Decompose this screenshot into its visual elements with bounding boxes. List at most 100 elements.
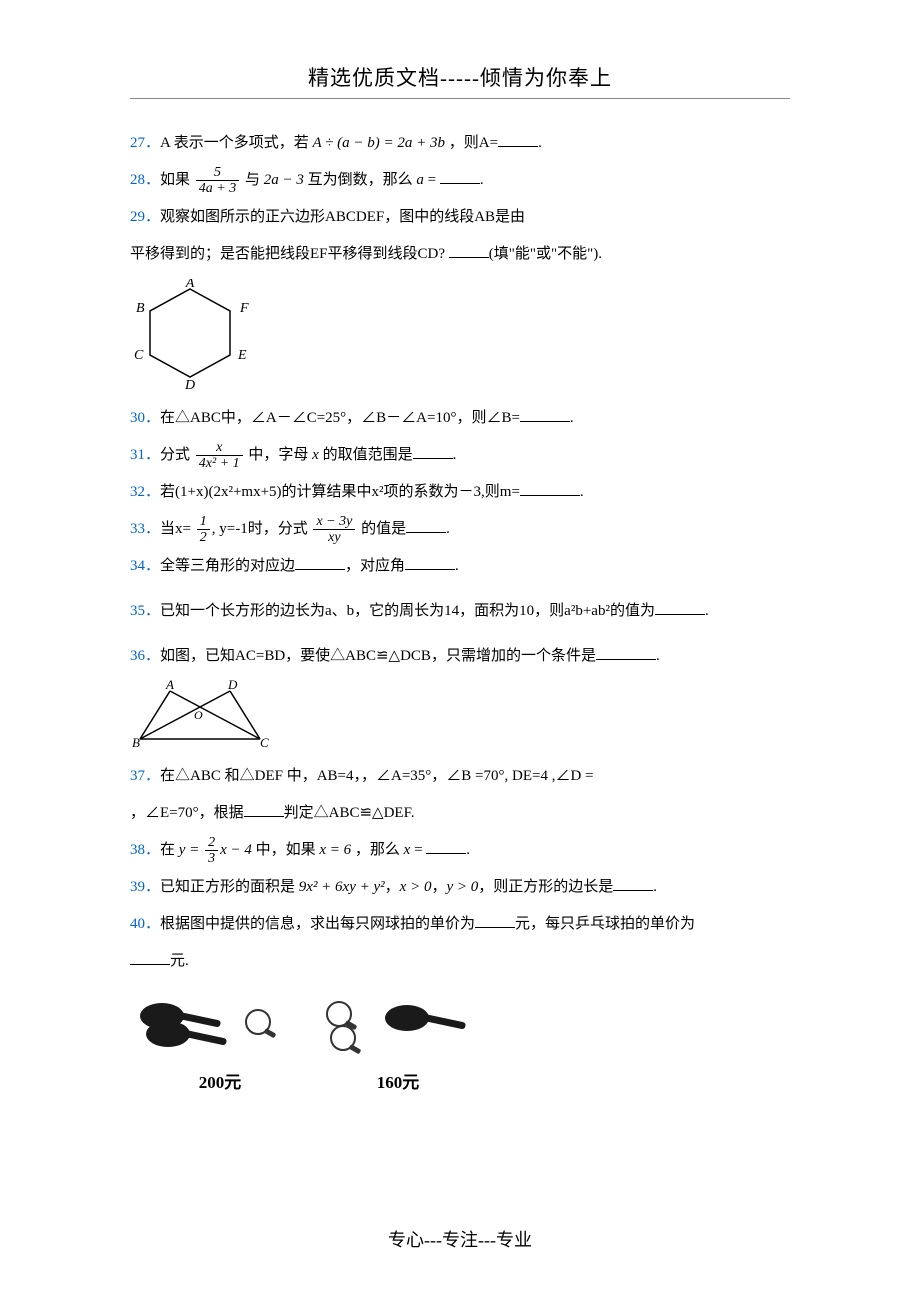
q31-fb: 4x² + 1 — [196, 456, 243, 471]
q34-b2 — [405, 556, 455, 570]
q40-b1 — [475, 914, 515, 928]
q28-post: . — [480, 172, 484, 188]
q38-cond: x = 6 — [319, 842, 351, 858]
q28-mid1: 与 — [241, 172, 264, 188]
page-header: 精选优质文档-----倾情为你奉上 — [130, 62, 790, 99]
problem-38: 38．在 y = 23x − 4 中，如果 x = 6 ，那么 x = . — [130, 834, 790, 867]
q34-mid: ，对应角 — [345, 558, 405, 574]
q38-post: . — [466, 842, 470, 858]
q29-blank — [449, 244, 489, 258]
q36-blank — [596, 646, 656, 660]
problem-31: 31．分式 x4x² + 1 中，字母 x 的取值范围是. — [130, 439, 790, 472]
q40-pre: 根据图中提供的信息，求出每只网球拍的单价为 — [160, 916, 475, 932]
q33-f2b: xy — [313, 530, 355, 545]
q-num-35: 35． — [130, 603, 160, 619]
q32-blank — [520, 482, 580, 496]
hex-B: B — [136, 301, 145, 316]
tri-O: O — [194, 708, 203, 722]
price-200: 200元 — [199, 1073, 242, 1092]
q38-yeq: y = — [179, 842, 203, 858]
q33-f2: x − 3yxy — [313, 514, 355, 546]
q38-m1: 中，如果 — [252, 842, 320, 858]
problem-32: 32．若(1+x)(2x²+mx+5)的计算结果中x²项的系数为－3,则m=. — [130, 476, 790, 509]
q30-post: . — [570, 410, 574, 426]
q28-frac-top: 5 — [196, 165, 239, 181]
q35-pre: 已知一个长方形的边长为a、b，它的周长为14，面积为10，则a²b+ab²的值为 — [160, 603, 655, 619]
q39-c2: y > 0 — [446, 879, 478, 895]
q37-l2a: ，∠E=70°，根据 — [130, 805, 244, 821]
q29-l2b: (填"能"或"不能"). — [489, 246, 602, 262]
q38-eq: = — [410, 842, 426, 858]
q36-pre: 如图，已知AC=BD，要使△ABC≌△DCB，只需增加的一个条件是 — [160, 648, 596, 664]
q30-blank — [520, 408, 570, 422]
tri-C: C — [260, 735, 269, 749]
figure-rackets: 200元 160元 — [130, 988, 790, 1103]
q39-post: . — [653, 879, 657, 895]
q-num-39: 39． — [130, 879, 160, 895]
q40-b2 — [130, 951, 170, 965]
figure-hexagon: A F E D C B — [130, 279, 790, 394]
q38-tail: x − 4 — [220, 842, 252, 858]
q32-post: . — [580, 484, 584, 500]
hexagon-svg: A F E D C B — [130, 279, 260, 389]
q40-mid: 元，每只乒乓球拍的单价为 — [515, 916, 695, 932]
hex-E: E — [237, 348, 247, 363]
q35-blank — [655, 601, 705, 615]
q38-pre: 在 — [160, 842, 179, 858]
q31-mid: 中，字母 — [245, 447, 313, 463]
q35-post: . — [705, 603, 709, 619]
hex-D: D — [184, 378, 195, 389]
q-num-37: 37． — [130, 768, 160, 784]
rackets-svg: 200元 160元 — [130, 988, 490, 1098]
q34-pre: 全等三角形的对应边 — [160, 558, 295, 574]
tri-svg: A D B C O — [130, 679, 280, 749]
q28-expr2: 2a − 3 — [264, 172, 304, 188]
problem-37: 37．在△ABC 和△DEF 中，AB=4，，∠A=35°，∠B =70°, D… — [130, 760, 790, 793]
q33-pre: 当x= — [160, 521, 195, 537]
q31-ft: x — [196, 440, 243, 456]
q39-m1: ， — [385, 879, 400, 895]
tri-D: D — [227, 679, 238, 692]
problem-29: 29．观察如图所示的正六边形ABCDEF，图中的线段AB是由 — [130, 201, 790, 234]
page-footer: 专心---专注---专业 — [0, 1226, 920, 1252]
q-num-33: 33． — [130, 521, 160, 537]
q33-f1: 12 — [197, 514, 210, 546]
q-num-27: 27． — [130, 135, 160, 151]
q33-f1b: 2 — [197, 530, 210, 545]
q28-var: a — [416, 172, 424, 188]
q37-l2b: 判定△ABC≌△DEF. — [284, 805, 415, 821]
q28-mid2: 互为倒数，那么 — [304, 172, 417, 188]
q31-post: . — [453, 447, 457, 463]
q-num-28: 28． — [130, 172, 160, 188]
q-num-30: 30． — [130, 410, 160, 426]
q27-expr: A ÷ (a − b) = 2a + 3b — [313, 135, 445, 151]
problem-40: 40．根据图中提供的信息，求出每只网球拍的单价为元，每只乒乓球拍的单价为 — [130, 908, 790, 941]
q33-m1: , y=-1时，分式 — [212, 521, 312, 537]
problem-29b: 平移得到的；是否能把线段EF平移得到线段CD? (填"能"或"不能"). — [130, 238, 790, 271]
q-num-34: 34． — [130, 558, 160, 574]
tri-B: B — [132, 735, 140, 749]
q33-m2: 的值是 — [357, 521, 406, 537]
q38-ft: 2 — [205, 835, 218, 851]
q37-blank — [244, 803, 284, 817]
q-num-29: 29． — [130, 209, 160, 225]
q39-expr: 9x² + 6xy + y² — [299, 879, 385, 895]
q39-blank — [613, 877, 653, 891]
tri-A: A — [165, 679, 174, 692]
q36-post: . — [656, 648, 660, 664]
q34-b1 — [295, 556, 345, 570]
q37-l1: 在△ABC 和△DEF 中，AB=4，，∠A=35°，∠B =70°, DE=4… — [160, 768, 593, 784]
q27-post: . — [538, 135, 542, 151]
q27-mid: ，则A= — [445, 135, 498, 151]
q39-m3: ，则正方形的边长是 — [478, 879, 613, 895]
q28-blank — [440, 170, 480, 184]
q32-pre: 若(1+x)(2x²+mx+5)的计算结果中x²项的系数为－3,则m= — [160, 484, 520, 500]
q38-fb: 3 — [205, 851, 218, 866]
figure-triangles: A D B C O — [130, 679, 790, 754]
q-num-36: 36． — [130, 648, 160, 664]
q29-l2a: 平移得到的；是否能把线段EF平移得到线段CD? — [130, 246, 449, 262]
problem-28: 28．如果 54a + 3 与 2a − 3 互为倒数，那么 a = . — [130, 164, 790, 197]
q39-c1: x > 0 — [400, 879, 432, 895]
problem-33: 33．当x= 12, y=-1时，分式 x − 3yxy 的值是. — [130, 513, 790, 546]
q27-blank — [498, 133, 538, 147]
